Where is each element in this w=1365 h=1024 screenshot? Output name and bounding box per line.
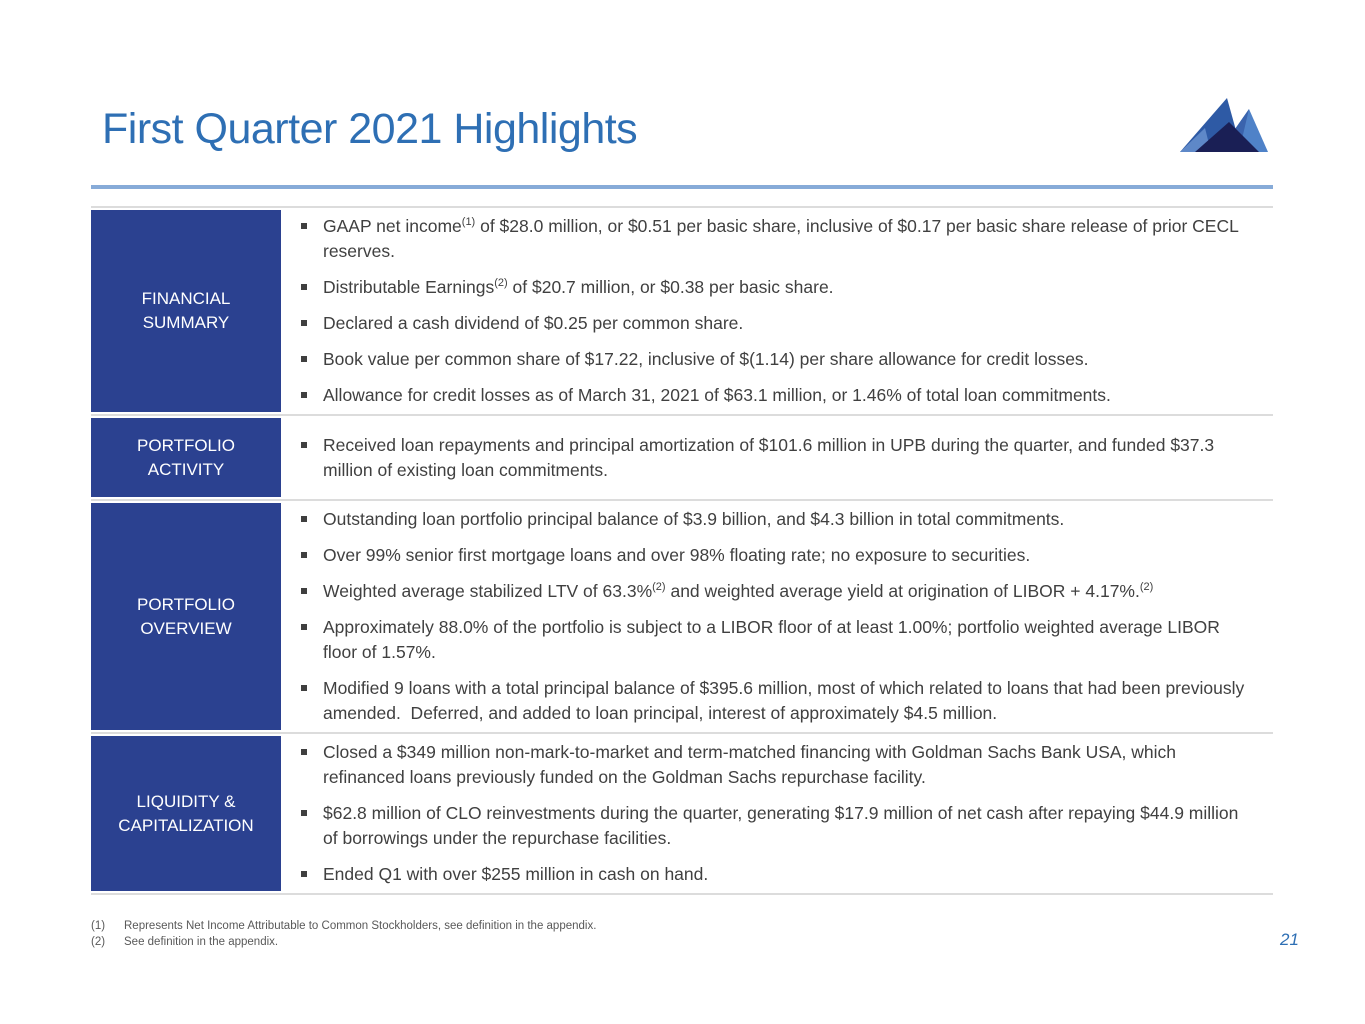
footnote-marker: (2) — [91, 935, 106, 948]
bullet-square-icon — [301, 284, 307, 290]
bullet-square-icon — [301, 356, 307, 362]
page-number: 21 — [1280, 930, 1299, 949]
bullet-item: Received loan repayments and principal a… — [301, 433, 1247, 483]
bullet-square-icon — [301, 624, 307, 630]
bullet-text: Over 99% senior first mortgage loans and… — [323, 545, 1031, 565]
table-row: LIQUIDITY & CAPITALIZATION Closed a $349 … — [91, 732, 1273, 893]
section-bullet-list: Closed a $349 million non-mark-to-market… — [281, 734, 1273, 893]
logo-dark-base-triangle — [1195, 122, 1259, 152]
table-row: PORTFOLIO OVERVIEW Outstanding loan portf… — [91, 499, 1273, 732]
bullet-item: Allowance for credit losses as of March … — [301, 383, 1247, 408]
page-title: First Quarter 2021 Highlights — [102, 105, 638, 153]
section-label: PORTFOLIO ACTIVITY — [91, 418, 281, 497]
footnote-reference: (2) — [652, 581, 666, 594]
footnote-text: See definition in the appendix. — [124, 935, 279, 948]
bullet-square-icon — [301, 871, 307, 877]
bullet-square-icon — [301, 588, 307, 594]
table-row: FINANCIAL SUMMARY GAAP net income(1) of $… — [91, 208, 1273, 414]
section-label: LIQUIDITY & CAPITALIZATION — [91, 736, 281, 891]
bullet-text: $62.8 million of CLO reinvestments durin… — [323, 803, 1239, 848]
footnote-reference: (2) — [1139, 581, 1154, 594]
footnote-marker: (1) — [91, 920, 106, 932]
bullet-text: Ended Q1 with over $255 million in cash … — [323, 864, 709, 884]
bullet-text: GAAP net income(1) of $28.0 million, or … — [323, 216, 1239, 261]
company-mountain-logo-icon — [1180, 98, 1268, 152]
bullet-square-icon — [301, 516, 307, 522]
bullet-square-icon — [301, 223, 307, 229]
bullet-square-icon — [301, 441, 307, 448]
footnote-reference: (1) — [461, 216, 476, 229]
bullet-item: Book value per common share of $17.22, i… — [301, 347, 1247, 372]
bullet-item: $62.8 million of CLO reinvestments durin… — [301, 801, 1247, 851]
bullet-item: Modified 9 loans with a total principal … — [301, 676, 1247, 726]
section-label: FINANCIAL SUMMARY — [91, 210, 281, 412]
bullet-text: Distributable Earnings(2) of $20.7 milli… — [323, 277, 834, 297]
bullet-square-icon — [301, 320, 307, 326]
bullet-item: Weighted average stabilized LTV of 63.3%… — [301, 579, 1247, 604]
bullet-item: Outstanding loan portfolio principal bal… — [301, 507, 1247, 532]
bullet-item: Distributable Earnings(2) of $20.7 milli… — [301, 275, 1247, 300]
bullet-item: Over 99% senior first mortgage loans and… — [301, 543, 1247, 568]
bullet-item: Ended Q1 with over $255 million in cash … — [301, 862, 1247, 887]
bullet-text: Declared a cash dividend of $0.25 per co… — [323, 313, 744, 333]
highlights-table: FINANCIAL SUMMARY GAAP net income(1) of $… — [91, 206, 1273, 895]
footnote-reference: (2) — [494, 277, 508, 290]
section-bullet-list: Received loan repayments and principal a… — [281, 416, 1273, 499]
footnotes: (1) Represents Net Income Attributable t… — [91, 919, 596, 950]
bullet-text: Closed a $349 million non-mark-to-market… — [323, 742, 1177, 787]
section-bullet-list: GAAP net income(1) of $28.0 million, or … — [281, 208, 1273, 414]
bullet-item: Approximately 88.0% of the portfolio is … — [301, 615, 1247, 665]
footnote-line: (2) See definition in the appendix. — [91, 935, 596, 951]
section-bullet-list: Outstanding loan portfolio principal bal… — [281, 501, 1273, 732]
bullet-text: Approximately 88.0% of the portfolio is … — [323, 617, 1220, 662]
section-label: PORTFOLIO OVERVIEW — [91, 503, 281, 730]
title-underline-rule — [91, 185, 1273, 189]
bullet-square-icon — [301, 392, 307, 398]
bullet-text: Weighted average stabilized LTV of 63.3%… — [323, 581, 1154, 601]
bullet-item: Declared a cash dividend of $0.25 per co… — [301, 311, 1247, 336]
bullet-text: Outstanding loan portfolio principal bal… — [323, 509, 1065, 529]
bullet-square-icon — [301, 552, 307, 558]
bullet-square-icon — [301, 810, 307, 816]
footnote-text: Represents Net Income Attributable to Co… — [124, 920, 597, 932]
bullet-text: Allowance for credit losses as of March … — [323, 385, 1111, 405]
bullet-item: Closed a $349 million non-mark-to-market… — [301, 740, 1247, 790]
table-row: PORTFOLIO ACTIVITY Received loan repaymen… — [91, 414, 1273, 499]
bullet-text: Modified 9 loans with a total principal … — [323, 678, 1245, 723]
bullet-square-icon — [301, 685, 307, 691]
bullet-square-icon — [301, 749, 307, 755]
bullet-item: GAAP net income(1) of $28.0 million, or … — [301, 214, 1247, 264]
bullet-text: Book value per common share of $17.22, i… — [323, 349, 1089, 369]
footnote-line: (1) Represents Net Income Attributable t… — [91, 919, 596, 935]
bullet-text: Received loan repayments and principal a… — [323, 434, 1215, 480]
